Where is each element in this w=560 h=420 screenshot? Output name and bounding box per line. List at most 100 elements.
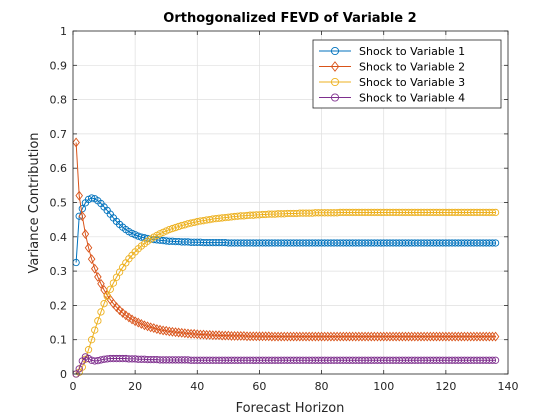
data-point: [414, 331, 422, 342]
data-point: [317, 331, 326, 342]
data-point: [445, 331, 453, 342]
data-point: [485, 331, 494, 342]
data-point: [432, 331, 441, 342]
y-tick-label: 0.6: [50, 162, 68, 175]
data-point: [491, 356, 500, 364]
data-point: [299, 331, 307, 342]
data-point: [156, 324, 164, 335]
data-point: [87, 194, 96, 202]
y-tick-label: 0.4: [50, 231, 68, 244]
series-layer: [72, 137, 500, 378]
data-point: [218, 330, 226, 341]
data-point: [233, 330, 242, 341]
data-point: [429, 331, 438, 342]
data-point: [330, 77, 340, 87]
data-point: [153, 324, 161, 335]
data-point: [407, 331, 416, 342]
y-tick-label: 0.7: [50, 128, 68, 141]
data-point: [255, 331, 264, 342]
y-tick-label: 0.8: [50, 94, 68, 107]
data-point: [379, 331, 388, 342]
data-point: [491, 239, 500, 247]
data-point: [165, 326, 174, 337]
data-point: [302, 331, 310, 342]
data-point: [401, 331, 410, 342]
data-point: [373, 331, 382, 342]
data-point: [339, 331, 348, 342]
data-point: [460, 331, 469, 342]
data-point: [268, 331, 276, 342]
data-point: [184, 328, 192, 339]
x-tick-label: 0: [70, 380, 77, 393]
data-point: [91, 326, 99, 334]
data-point: [488, 239, 497, 247]
data-point: [330, 93, 340, 102]
data-point: [330, 331, 338, 342]
axis-ticks: 0 20 40 60 80 100 120 140 0 0.1 0.2 0.3 0.4 0.5 0.6 0.7…: [50, 25, 519, 393]
y-tick-label: 1: [60, 25, 67, 38]
data-point: [205, 329, 214, 340]
legend-item: Shock to Variable 4: [319, 92, 465, 105]
data-point: [491, 208, 500, 217]
data-point: [271, 331, 279, 342]
y-tick-label: 0.1: [50, 334, 68, 347]
data-point: [97, 308, 105, 316]
x-tick-label: 140: [498, 380, 519, 393]
data-point: [364, 331, 372, 342]
data-point: [118, 308, 127, 318]
data-point: [280, 331, 289, 342]
data-point: [389, 331, 397, 342]
data-point: [311, 331, 320, 342]
data-point: [97, 278, 105, 289]
data-point: [243, 331, 251, 342]
data-point: [289, 331, 298, 342]
data-point: [87, 336, 96, 344]
data-point: [463, 331, 472, 342]
data-point: [112, 273, 121, 281]
data-point: [488, 331, 497, 342]
data-point: [330, 61, 340, 72]
data-point: [94, 317, 102, 325]
data-point: [224, 330, 233, 341]
data-point: [367, 331, 376, 342]
data-point: [249, 331, 257, 342]
y-tick-label: 0: [60, 368, 67, 381]
data-point: [168, 326, 177, 337]
data-point: [336, 331, 344, 342]
data-point: [333, 331, 341, 342]
data-point: [488, 356, 497, 364]
x-tick-label: 100: [373, 380, 394, 393]
data-point: [261, 331, 270, 342]
data-point: [177, 327, 186, 338]
data-point: [146, 322, 155, 333]
data-point: [292, 331, 301, 342]
data-point: [351, 331, 360, 342]
data-point: [308, 331, 317, 342]
x-axis-label: Forecast Horizon: [236, 401, 345, 416]
data-point: [491, 331, 500, 342]
data-point: [72, 137, 80, 148]
data-point: [264, 331, 273, 342]
data-point: [314, 331, 323, 342]
data-point: [227, 330, 236, 341]
data-point: [320, 331, 329, 342]
data-point: [162, 325, 170, 336]
data-point: [171, 327, 180, 338]
data-point: [246, 331, 254, 342]
data-point: [448, 331, 456, 342]
data-point: [435, 331, 444, 342]
data-point: [392, 331, 400, 342]
data-point: [286, 331, 295, 342]
data-point: [106, 285, 114, 293]
data-point: [187, 328, 195, 339]
legend-label: Shock to Variable 4: [359, 92, 465, 105]
data-point: [488, 208, 497, 217]
data-point: [395, 331, 404, 342]
data-point: [221, 330, 230, 341]
data-point: [404, 331, 413, 342]
data-point: [84, 242, 93, 253]
data-point: [398, 331, 407, 342]
data-point: [190, 328, 198, 339]
data-point: [174, 327, 183, 338]
